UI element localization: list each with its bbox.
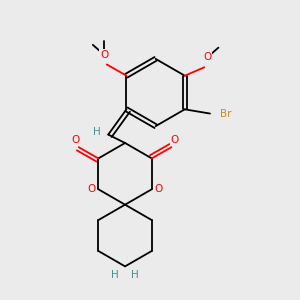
Text: O: O (170, 135, 178, 145)
Text: O: O (72, 135, 80, 145)
Text: O: O (203, 52, 211, 62)
Text: H: H (93, 127, 101, 137)
Text: O: O (155, 184, 163, 194)
Text: O: O (100, 50, 108, 60)
Text: O: O (87, 184, 95, 194)
Text: H: H (131, 270, 139, 280)
Text: Br: Br (220, 109, 231, 118)
Text: H: H (111, 270, 119, 280)
